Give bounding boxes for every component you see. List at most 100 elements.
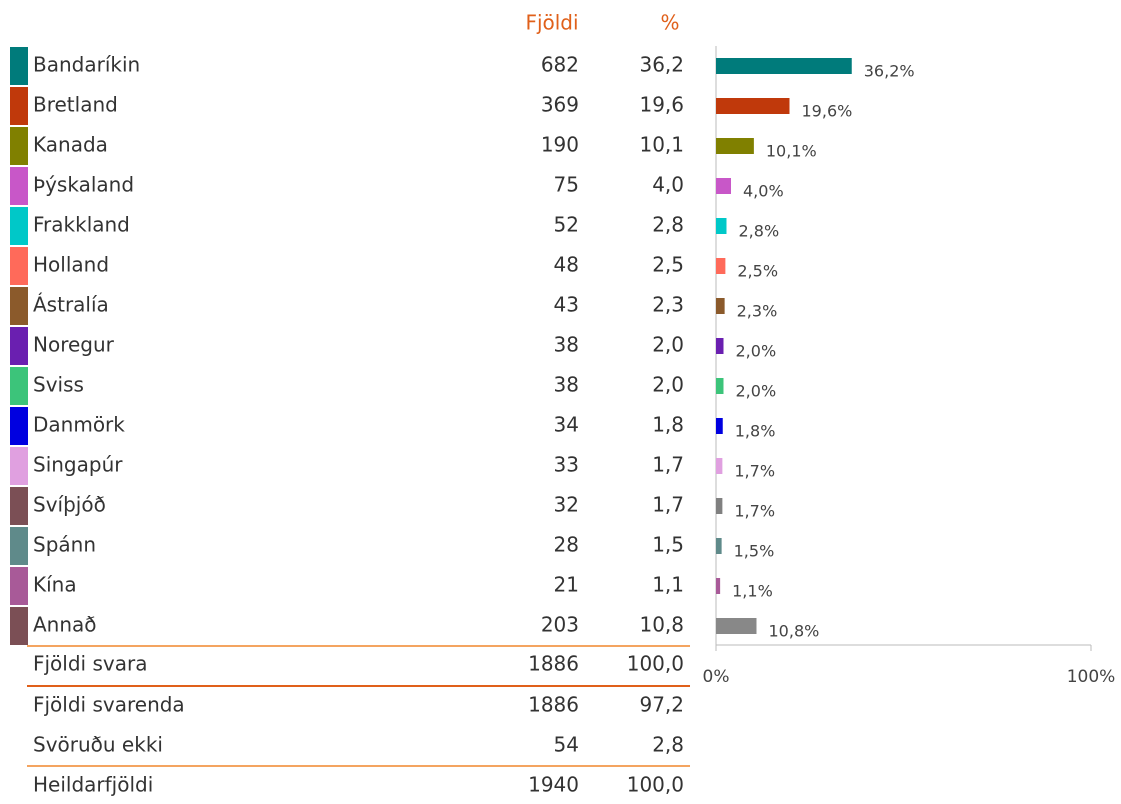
category-label: Bandaríkin <box>33 53 140 77</box>
color-swatch <box>10 127 28 165</box>
bar <box>716 338 724 354</box>
count-cell: 38 <box>554 373 579 397</box>
percent-cell: 19,6 <box>639 93 684 117</box>
summary-percent: 100,0 <box>627 652 684 676</box>
summary-label: Svöruðu ekki <box>33 733 163 757</box>
percent-cell: 1,5 <box>652 533 684 557</box>
bar <box>716 218 727 234</box>
bar <box>716 98 790 114</box>
count-cell: 32 <box>554 493 579 517</box>
bar <box>716 138 754 154</box>
value-label: 1,5% <box>734 542 775 561</box>
percent-cell: 1,1 <box>652 573 684 597</box>
summary-label: Heildarfjöldi <box>33 773 153 797</box>
percent-cell: 2,0 <box>652 333 684 357</box>
category-label: Kanada <box>33 133 108 157</box>
x-tick-label: 0% <box>703 667 730 687</box>
category-label: Frakkland <box>33 213 130 237</box>
count-cell: 52 <box>554 213 579 237</box>
category-label: Danmörk <box>33 413 125 437</box>
bar <box>716 178 731 194</box>
value-label: 36,2% <box>864 62 915 81</box>
percent-cell: 2,0 <box>652 373 684 397</box>
category-label: Annað <box>33 613 97 637</box>
value-label: 4,0% <box>743 182 784 201</box>
value-label: 2,0% <box>736 342 777 361</box>
color-swatch <box>10 47 28 85</box>
count-cell: 190 <box>541 133 579 157</box>
percent-cell: 4,0 <box>652 173 684 197</box>
color-swatch <box>10 607 28 645</box>
category-label: Spánn <box>33 533 96 557</box>
percent-cell: 1,8 <box>652 413 684 437</box>
summary-percent: 2,8 <box>652 733 684 757</box>
color-swatch <box>10 367 28 405</box>
value-label: 2,5% <box>737 262 778 281</box>
value-label: 2,8% <box>739 222 780 241</box>
count-cell: 75 <box>554 173 579 197</box>
color-swatch <box>10 167 28 205</box>
count-cell: 48 <box>554 253 579 277</box>
category-label: Ástralía <box>33 293 109 317</box>
category-label: Bretland <box>33 93 118 117</box>
bar <box>716 538 722 554</box>
category-label: Þýskaland <box>33 173 134 197</box>
value-label: 10,8% <box>769 622 820 641</box>
value-label: 10,1% <box>766 142 817 161</box>
category-label: Svíþjóð <box>33 493 106 517</box>
percent-cell: 36,2 <box>639 53 684 77</box>
summary-count: 1886 <box>528 652 579 676</box>
color-swatch <box>10 287 28 325</box>
color-swatch <box>10 407 28 445</box>
column-header: % <box>660 11 679 35</box>
summary-label: Fjöldi svara <box>33 652 147 676</box>
bar <box>716 298 725 314</box>
color-swatch <box>10 527 28 565</box>
percent-cell: 1,7 <box>652 493 684 517</box>
percent-cell: 1,7 <box>652 453 684 477</box>
bar <box>716 618 757 634</box>
value-label: 19,6% <box>802 102 853 121</box>
summary-percent: 100,0 <box>627 773 684 797</box>
column-header: Fjöldi <box>525 11 578 35</box>
summary-count: 1940 <box>528 773 579 797</box>
category-label: Holland <box>33 253 109 277</box>
color-swatch <box>10 247 28 285</box>
summary-percent: 97,2 <box>639 693 684 717</box>
value-label: 2,3% <box>737 302 778 321</box>
value-label: 1,7% <box>734 502 775 521</box>
value-label: 1,8% <box>735 422 776 441</box>
percent-cell: 10,1 <box>639 133 684 157</box>
count-cell: 203 <box>541 613 579 637</box>
bar <box>716 378 724 394</box>
percent-cell: 10,8 <box>639 613 684 637</box>
count-cell: 43 <box>554 293 579 317</box>
category-label: Noregur <box>33 333 115 357</box>
color-swatch <box>10 487 28 525</box>
category-label: Kína <box>33 573 77 597</box>
color-swatch <box>10 87 28 125</box>
bar <box>716 258 726 274</box>
color-swatch <box>10 327 28 365</box>
category-label: Singapúr <box>33 453 123 477</box>
color-swatch <box>10 447 28 485</box>
color-swatch <box>10 567 28 605</box>
bar <box>716 418 723 434</box>
value-label: 1,1% <box>732 582 773 601</box>
percent-cell: 2,8 <box>652 213 684 237</box>
value-label: 2,0% <box>736 382 777 401</box>
count-cell: 21 <box>554 573 579 597</box>
count-cell: 369 <box>541 93 579 117</box>
bar <box>716 578 721 594</box>
count-cell: 38 <box>554 333 579 357</box>
count-cell: 682 <box>541 53 579 77</box>
percent-cell: 2,3 <box>652 293 684 317</box>
count-cell: 28 <box>554 533 579 557</box>
bar <box>716 58 852 74</box>
value-label: 1,7% <box>734 462 775 481</box>
bar <box>716 498 723 514</box>
category-label: Sviss <box>33 373 84 397</box>
percent-cell: 2,5 <box>652 253 684 277</box>
summary-count: 54 <box>554 733 579 757</box>
